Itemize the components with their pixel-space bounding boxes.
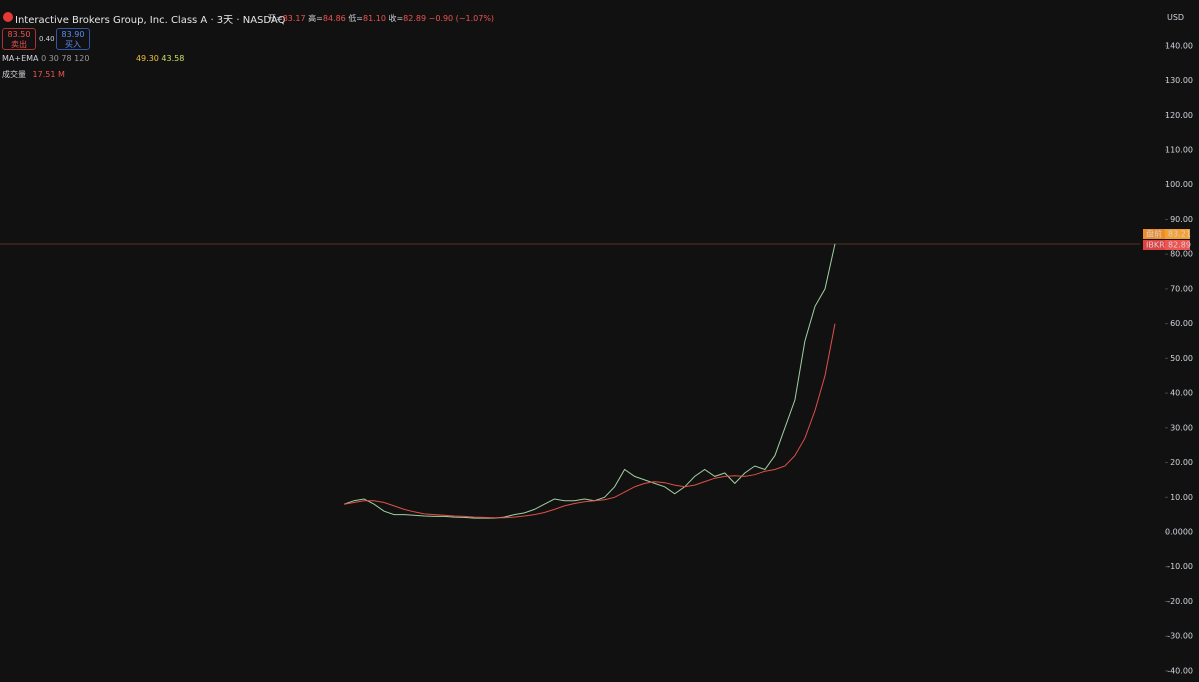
value: 49.30 bbox=[135, 54, 159, 63]
ohlc: 开=83.17 高=84.86 低=81.10 收=82.89 −0.90 (−… bbox=[268, 13, 494, 24]
name: MA+EMA bbox=[2, 54, 39, 63]
volume-legend[interactable]: 成交量 17.51 M bbox=[2, 69, 65, 80]
name: 成交量 bbox=[2, 70, 26, 79]
value: 17.51 M bbox=[32, 70, 65, 79]
y-tick-label: -40.00 bbox=[1167, 666, 1193, 675]
y-tick-label: 80.00 bbox=[1170, 250, 1193, 259]
premarket-label: 盘前 bbox=[1146, 229, 1162, 239]
label: 收= bbox=[388, 14, 404, 23]
y-tick-label: 70.00 bbox=[1170, 284, 1193, 293]
price-line bbox=[343, 243, 836, 519]
y-tick-label: 0.0000 bbox=[1165, 527, 1193, 536]
y-tick-label: 120.00 bbox=[1165, 111, 1193, 120]
y-tick-label: 140.00 bbox=[1165, 41, 1193, 50]
tag-bg bbox=[1165, 229, 1190, 239]
tag-bg bbox=[1143, 229, 1165, 239]
y-tick-label: 60.00 bbox=[1170, 319, 1193, 328]
symbol-title[interactable]: Interactive Brokers Group, Inc. Class A … bbox=[15, 15, 286, 26]
tag-bg bbox=[1165, 240, 1190, 250]
value: 43.58 bbox=[161, 54, 185, 63]
y-tick-label: 130.00 bbox=[1165, 76, 1193, 85]
price: 83.50 bbox=[7, 30, 31, 39]
value: 84.86 bbox=[322, 14, 346, 23]
y-tick-label: 30.00 bbox=[1170, 423, 1193, 432]
params: 0 30 78 120 bbox=[41, 54, 90, 63]
y-tick-label: -30.00 bbox=[1167, 632, 1193, 641]
currency[interactable]: USD bbox=[1167, 13, 1185, 22]
value: 82.89 bbox=[403, 14, 427, 23]
label: 低= bbox=[348, 14, 364, 23]
change: −0.90 (−1.07%) bbox=[428, 14, 495, 23]
y-tick-label: -20.00 bbox=[1167, 597, 1193, 606]
value: 83.17 bbox=[282, 14, 306, 23]
tag-bg bbox=[1143, 240, 1165, 250]
y-tick-label: 100.00 bbox=[1165, 180, 1193, 189]
y-tick-label: 10.00 bbox=[1170, 493, 1193, 502]
label: 买入 bbox=[65, 40, 81, 49]
buy-button[interactable]: 83.90 买入 bbox=[56, 28, 90, 50]
symbol-price: 82.89 bbox=[1168, 241, 1191, 250]
ma-legend[interactable]: MA+EMA 0 30 78 120 49.30 43.58 bbox=[2, 54, 184, 63]
y-tick-label: 20.00 bbox=[1170, 458, 1193, 467]
y-tick-label: 40.00 bbox=[1170, 389, 1193, 398]
label: 开= bbox=[268, 14, 283, 23]
sell-button[interactable]: 83.50 卖出 bbox=[2, 28, 36, 50]
price-line bbox=[343, 323, 836, 519]
label: 高= bbox=[308, 14, 323, 23]
logo bbox=[3, 12, 13, 22]
y-tick-label: 50.00 bbox=[1170, 354, 1193, 363]
price: 83.90 bbox=[61, 30, 85, 39]
label: 卖出 bbox=[11, 40, 27, 49]
spread: 0.40 bbox=[39, 35, 55, 43]
symbol-label: IBKR bbox=[1146, 241, 1165, 250]
y-tick-label: 90.00 bbox=[1170, 215, 1193, 224]
y-tick-label: 110.00 bbox=[1165, 146, 1193, 155]
value: 81.10 bbox=[363, 14, 386, 23]
premarket-price: 83.21 bbox=[1168, 230, 1191, 239]
y-tick-label: -10.00 bbox=[1167, 562, 1193, 571]
